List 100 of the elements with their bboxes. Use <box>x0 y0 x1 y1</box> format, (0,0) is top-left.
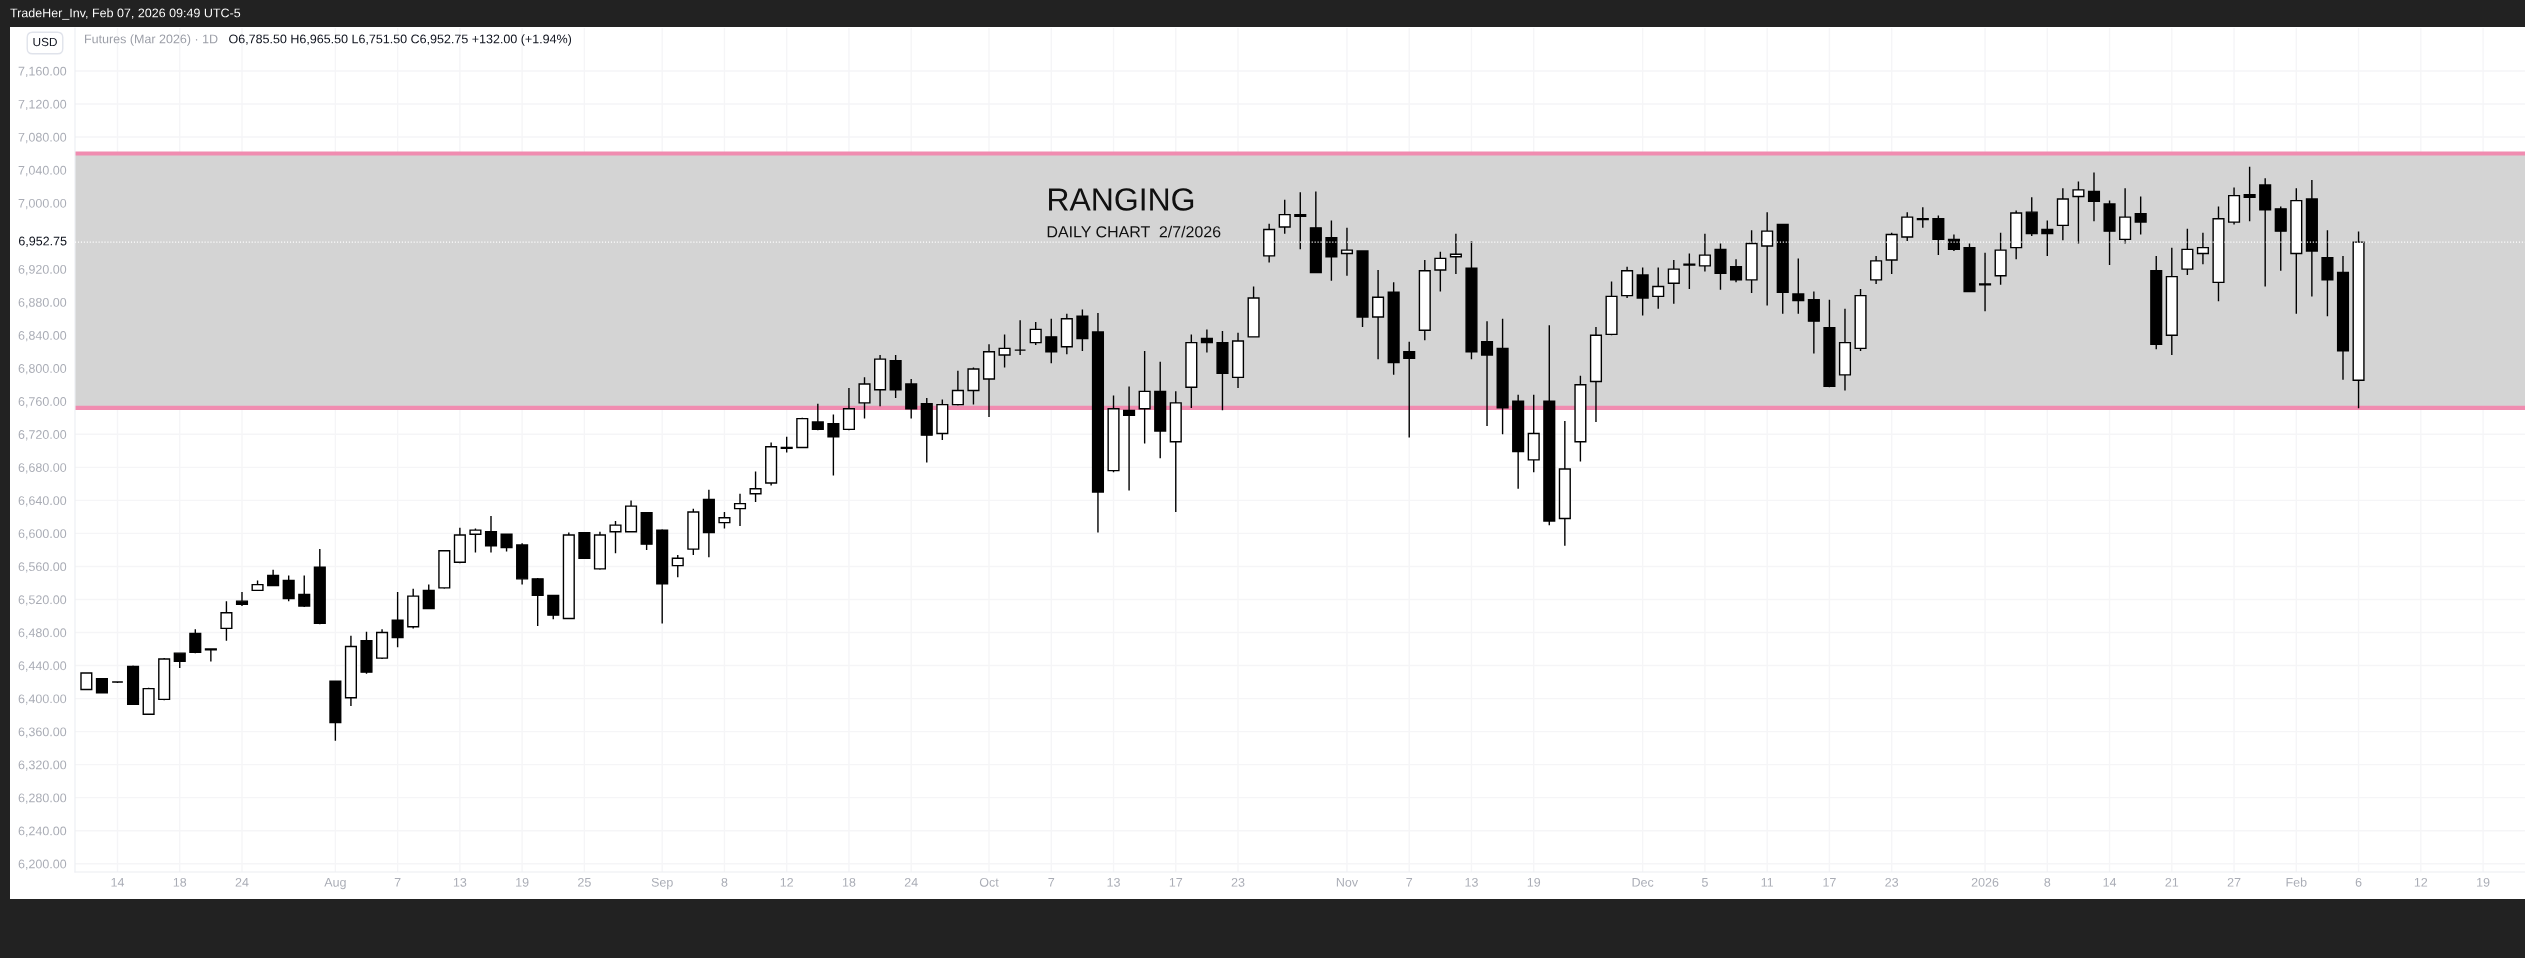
x-tick-label: Oct <box>979 877 999 887</box>
y-tick-label: 6,520.00 <box>18 595 67 606</box>
x-tick-label: 19 <box>516 877 529 887</box>
y-tick-label: 7,120.00 <box>18 99 67 111</box>
candlestick <box>874 354 887 407</box>
x-tick-label: 12 <box>780 877 794 887</box>
candlestick <box>920 397 933 464</box>
y-tick-label: 7,160.00 <box>18 66 67 78</box>
band-label: RANGING <box>1049 188 1194 211</box>
text: USD <box>33 37 57 47</box>
candlestick <box>95 677 108 694</box>
candlestick <box>1045 317 1058 364</box>
candlestick <box>204 648 217 663</box>
candlestick <box>967 366 980 406</box>
candlestick <box>1605 280 1618 336</box>
candlestick <box>80 671 93 692</box>
candlestick <box>702 488 715 559</box>
candlestick <box>811 403 824 431</box>
candlestick <box>1792 257 1805 315</box>
x-tick-label: Feb <box>2286 877 2307 887</box>
candlestick <box>1947 233 1960 252</box>
candlestick <box>126 664 140 706</box>
candlestick <box>2274 205 2287 272</box>
y-tick-label: 6,400.00 <box>18 694 67 705</box>
candlestick <box>1294 191 1307 251</box>
x-tick-label: 14 <box>111 878 125 887</box>
x-tick-label: 13 <box>1107 877 1120 887</box>
y-tick-label: 6,200.00 <box>18 859 67 870</box>
candlestick <box>1978 251 1992 312</box>
y-tick-label: 6,640.00 <box>18 496 67 507</box>
candlestick <box>780 436 793 454</box>
x-tick-label: 8 <box>721 877 728 887</box>
candlestick <box>905 378 918 420</box>
candlestick <box>2056 187 2069 241</box>
candlestick <box>235 591 249 607</box>
annotation: DAILY CHART 2/7/2026 <box>1047 225 1221 238</box>
x-tick-label: 14 <box>2103 878 2117 887</box>
candlestick <box>360 630 373 675</box>
candlestick <box>1434 251 1447 293</box>
candlestick <box>1621 265 1634 299</box>
x-tick-label: 5 <box>1701 878 1708 887</box>
candlestick <box>422 583 435 610</box>
candlestick <box>2243 166 2256 222</box>
x-tick-label: 13 <box>1465 877 1478 887</box>
y-tick-label: 6,280.00 <box>18 793 67 804</box>
x-tick-label: 24 <box>235 877 249 887</box>
x-tick-label: Aug <box>324 878 346 890</box>
candlestick <box>1480 320 1494 427</box>
x-tick-label: 19 <box>1527 877 1541 887</box>
candlestick <box>2150 255 2163 350</box>
candlestick <box>2041 219 2054 257</box>
y-tick-label: 6,360.00 <box>18 727 67 738</box>
candlestick <box>313 548 326 625</box>
candlestick <box>1076 308 1089 352</box>
candlestick <box>111 680 124 684</box>
x-tick-label: 7 <box>1406 878 1413 887</box>
candlestick <box>484 515 498 554</box>
candlestick <box>1029 321 1042 346</box>
y-tick-label: 6,560.00 <box>18 562 67 573</box>
candlestick <box>1154 360 1167 459</box>
candlestick <box>1387 281 1400 376</box>
x-tick-label: 18 <box>842 877 856 887</box>
x-tick-label: 7 <box>1048 878 1055 887</box>
candlestick <box>547 594 560 620</box>
candlestick <box>1512 393 1525 490</box>
candlestick <box>998 333 1011 369</box>
x-tick-label: 17 <box>1169 878 1183 887</box>
x-tick-label: 25 <box>578 877 591 887</box>
candlestick <box>1014 319 1027 356</box>
candlestick <box>329 680 342 742</box>
x-tick-label: 21 <box>2165 877 2179 887</box>
candlestick <box>2181 227 2194 276</box>
candlestick <box>1776 223 1789 315</box>
x-tick-label: Nov <box>1336 878 1359 887</box>
candlestick <box>1652 266 1665 310</box>
candlestick <box>1091 312 1105 534</box>
y-tick-label: 6,680.00 <box>18 463 67 474</box>
candlestick <box>267 569 280 587</box>
x-tick-label: 11 <box>1761 878 1774 887</box>
candlestick <box>2165 246 2178 356</box>
y-tick-label: 6,920.00 <box>18 264 67 276</box>
x-tick-label: 7 <box>394 878 401 887</box>
candlestick <box>391 591 404 649</box>
candlestick <box>1807 290 1820 355</box>
candlestick <box>1901 211 1914 242</box>
candlestick <box>1838 308 1852 392</box>
candlestick <box>1278 199 1291 235</box>
candlestick <box>531 577 544 627</box>
candlestick <box>2087 171 2101 222</box>
candlestick <box>2305 179 2318 298</box>
candlestick <box>1060 313 1073 355</box>
candlestick <box>1356 249 1369 328</box>
candlestick <box>1465 240 1478 360</box>
y-tick-label: 7,040.00 <box>18 165 67 177</box>
candlestick <box>2134 195 2147 236</box>
candlestick <box>1372 269 1385 360</box>
x-tick-label: 8 <box>2044 877 2051 887</box>
candlestick <box>1185 333 1198 409</box>
text: TradeHer_Inv, Feb 07, 2026 09:49 UTC-5 <box>10 8 241 20</box>
candlestick <box>2259 177 2272 288</box>
